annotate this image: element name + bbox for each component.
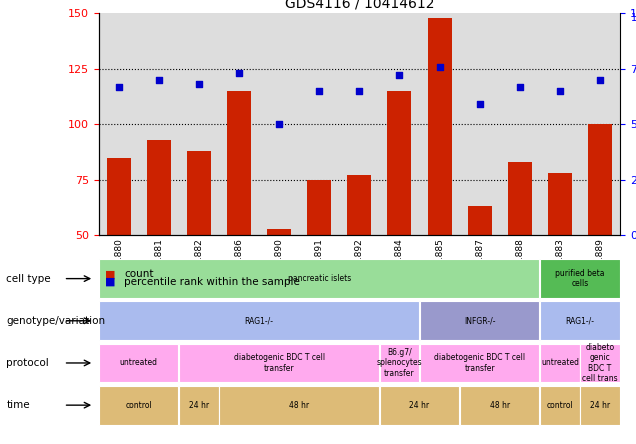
Bar <box>347 175 371 235</box>
Bar <box>179 386 219 424</box>
Bar <box>540 301 619 340</box>
Bar <box>267 229 291 235</box>
Point <box>274 121 284 128</box>
Text: diabetogenic BDC T cell
transfer: diabetogenic BDC T cell transfer <box>434 353 525 373</box>
Point <box>434 63 445 70</box>
Point <box>474 101 485 108</box>
Text: purified beta
cells: purified beta cells <box>555 269 605 288</box>
Text: genotype/variation: genotype/variation <box>6 316 106 326</box>
Text: protocol: protocol <box>6 358 49 368</box>
Point <box>194 81 204 88</box>
Text: percentile rank within the sample: percentile rank within the sample <box>124 277 300 287</box>
Bar <box>99 259 539 298</box>
Text: untreated: untreated <box>120 358 158 368</box>
Bar <box>540 386 579 424</box>
Bar <box>460 386 539 424</box>
Bar <box>219 386 379 424</box>
Point <box>595 76 605 83</box>
Text: 48 hr: 48 hr <box>289 400 309 410</box>
Bar <box>380 386 459 424</box>
Bar <box>420 301 539 340</box>
Bar <box>307 180 331 235</box>
Bar <box>380 344 419 382</box>
Text: 24 hr: 24 hr <box>410 400 429 410</box>
Text: control: control <box>546 400 573 410</box>
Text: ■: ■ <box>105 277 116 287</box>
Point <box>354 87 364 95</box>
Bar <box>427 18 452 235</box>
Text: cell type: cell type <box>6 274 51 284</box>
Text: 100%: 100% <box>630 13 636 24</box>
Text: 48 hr: 48 hr <box>490 400 510 410</box>
Text: diabeto
genic
BDC T
cell trans: diabeto genic BDC T cell trans <box>582 343 618 383</box>
Text: diabetogenic BDC T cell
transfer: diabetogenic BDC T cell transfer <box>233 353 324 373</box>
Point <box>515 83 525 90</box>
Bar <box>179 344 379 382</box>
Bar <box>540 259 619 298</box>
Text: pancreatic islets: pancreatic islets <box>287 274 351 283</box>
Bar <box>588 124 612 235</box>
Point <box>555 87 565 95</box>
Bar <box>387 91 411 235</box>
Point <box>114 83 124 90</box>
Text: ■: ■ <box>105 270 116 279</box>
Bar <box>420 344 539 382</box>
Text: control: control <box>125 400 152 410</box>
Bar <box>540 344 579 382</box>
Text: count: count <box>124 270 153 279</box>
Bar <box>99 344 179 382</box>
Point <box>314 87 324 95</box>
Text: 24 hr: 24 hr <box>590 400 610 410</box>
Bar <box>99 301 419 340</box>
Text: B6.g7/
splenocytes
transfer: B6.g7/ splenocytes transfer <box>377 348 422 378</box>
Bar <box>187 151 211 235</box>
Bar <box>147 140 171 235</box>
Bar <box>581 344 619 382</box>
Bar <box>107 158 130 235</box>
Text: INFGR-/-: INFGR-/- <box>464 316 495 325</box>
Bar <box>508 162 532 235</box>
Text: time: time <box>6 400 30 410</box>
Bar <box>581 386 619 424</box>
Text: RAG1-/-: RAG1-/- <box>565 316 595 325</box>
Bar <box>467 206 492 235</box>
Point <box>154 76 164 83</box>
Bar <box>99 386 179 424</box>
Text: RAG1-/-: RAG1-/- <box>245 316 273 325</box>
Bar <box>227 91 251 235</box>
Title: GDS4116 / 10414612: GDS4116 / 10414612 <box>284 0 434 11</box>
Text: untreated: untreated <box>541 358 579 368</box>
Point <box>234 70 244 77</box>
Bar <box>548 173 572 235</box>
Text: 24 hr: 24 hr <box>189 400 209 410</box>
Point <box>394 72 404 79</box>
